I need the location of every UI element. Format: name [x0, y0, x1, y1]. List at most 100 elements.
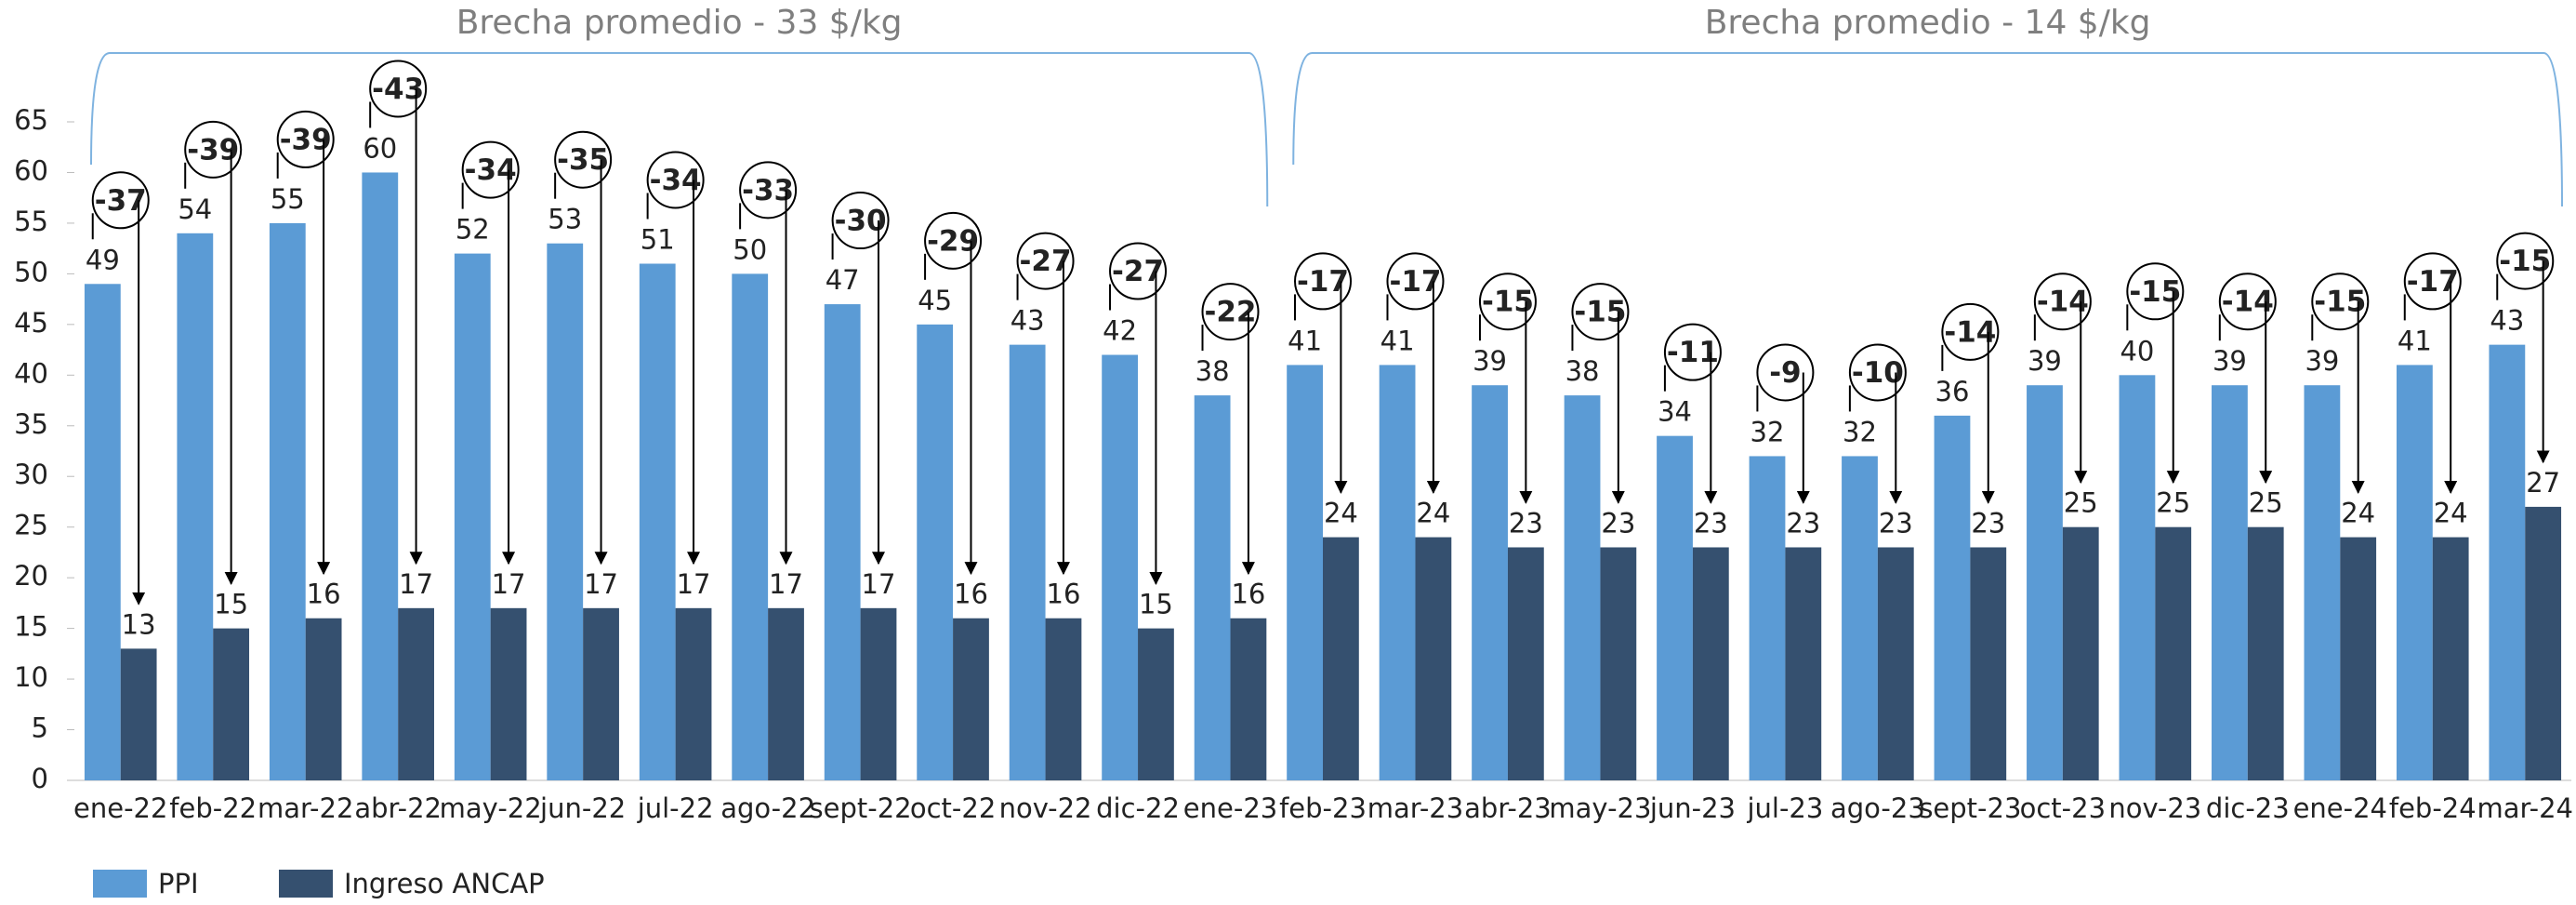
- value-label: 25: [2249, 487, 2283, 519]
- annotation: Brecha promedio - 14 $/kg: [1705, 4, 2151, 42]
- bar: [860, 607, 897, 780]
- value-label: 15: [1139, 589, 1173, 620]
- gap-bubble: [1201, 283, 1260, 341]
- value-label: 17: [862, 568, 896, 600]
- value-label: 51: [641, 223, 675, 255]
- value-label: 40: [2120, 335, 2154, 366]
- gap-bubble: [924, 211, 983, 270]
- value-label: 36: [1935, 376, 1970, 407]
- value-label: 17: [584, 568, 618, 600]
- value-label: 25: [2156, 487, 2190, 519]
- gap-bubble: [1756, 343, 1815, 402]
- bar: [1323, 537, 1359, 780]
- bar: [1138, 628, 1174, 780]
- x-tick-label: may-23: [1549, 792, 1651, 824]
- bar: [1415, 537, 1452, 780]
- value-label: 38: [1196, 355, 1230, 387]
- y-tick-label: 10: [14, 661, 48, 693]
- bar: [824, 304, 861, 780]
- bar: [1009, 344, 1046, 780]
- gap-bubble: [2218, 273, 2277, 331]
- x-tick-label: sept-22: [810, 792, 912, 824]
- value-label: 25: [2064, 487, 2098, 519]
- bar: [639, 263, 676, 780]
- x-tick-label: sept-23: [1919, 792, 2021, 824]
- value-label: 27: [2526, 467, 2560, 499]
- value-label: 23: [1601, 507, 1635, 539]
- gap-bubble: [2311, 273, 2370, 331]
- gap-bubble: [184, 120, 243, 179]
- bar: [2027, 385, 2063, 780]
- gap-bubble: [1571, 283, 1630, 341]
- bar: [490, 607, 527, 780]
- y-tick-label: 45: [14, 307, 48, 339]
- value-label: 50: [733, 233, 767, 265]
- bar: [269, 222, 306, 780]
- x-tick-label: jun-22: [539, 792, 626, 824]
- gap-bubble: [1848, 343, 1907, 402]
- x-tick-label: jun-23: [1649, 792, 1736, 824]
- value-label: 17: [769, 568, 803, 600]
- value-label: 43: [2490, 305, 2524, 337]
- value-label: 24: [2341, 498, 2375, 529]
- gap-bubble: [1941, 302, 2000, 361]
- value-label: 16: [1231, 579, 1265, 610]
- bar: [1102, 354, 1139, 780]
- bar: [1692, 547, 1729, 780]
- bar: [2155, 526, 2192, 780]
- gap-bubble: [1478, 273, 1537, 331]
- bar: [1230, 618, 1267, 780]
- x-tick-label: feb-24: [2389, 792, 2477, 824]
- x-tick-label: feb-23: [1279, 792, 1367, 824]
- value-label: 41: [2398, 325, 2432, 356]
- bar: [2525, 506, 2562, 780]
- value-label: 49: [86, 244, 120, 275]
- value-label: 17: [677, 568, 711, 600]
- gap-bubble: [739, 161, 798, 220]
- value-label: 17: [399, 568, 433, 600]
- x-tick-label: feb-22: [169, 792, 257, 824]
- bar: [84, 284, 121, 780]
- gap-bubble: [369, 60, 428, 118]
- bar: [2432, 537, 2469, 780]
- gap-label: -9: [1769, 356, 1801, 390]
- value-label: 16: [307, 579, 341, 610]
- gap-bubble: [2033, 273, 2092, 331]
- bar: [2340, 537, 2377, 780]
- x-tick-label: mar-23: [1367, 792, 1463, 824]
- bar: [1970, 547, 2007, 780]
- bar: [1842, 456, 1878, 780]
- value-label: 24: [1416, 498, 1450, 529]
- gap-bubble: [831, 192, 890, 250]
- bar: [2119, 375, 2156, 780]
- value-label: 34: [1658, 396, 1692, 428]
- value-label: 43: [1011, 305, 1045, 337]
- value-label: 41: [1288, 325, 1322, 356]
- value-label: 13: [122, 608, 156, 640]
- bar: [362, 172, 399, 780]
- x-tick-label: mar-22: [258, 792, 353, 824]
- x-tick-label: nov-23: [2108, 792, 2201, 824]
- y-tick-label: 40: [14, 357, 48, 389]
- x-tick-label: oct-22: [910, 792, 996, 824]
- gap-bubble: [1109, 242, 1168, 300]
- y-tick-label: 60: [14, 154, 48, 186]
- bar: [1379, 365, 1416, 780]
- value-label: 53: [548, 204, 582, 235]
- value-label: 15: [214, 589, 248, 620]
- bar: [1472, 385, 1508, 780]
- bar: [547, 243, 584, 780]
- bar: [1934, 415, 1971, 780]
- value-label: 16: [1047, 579, 1081, 610]
- gap-bubble: [646, 151, 705, 209]
- value-label: 24: [1324, 498, 1358, 529]
- legend-swatch: [279, 870, 333, 898]
- value-label: 32: [1750, 416, 1785, 447]
- bar: [768, 607, 804, 780]
- x-tick-label: ene-22: [73, 792, 167, 824]
- y-tick-label: 25: [14, 510, 48, 541]
- value-label: 42: [1103, 315, 1137, 347]
- y-tick-label: 15: [14, 611, 48, 643]
- value-label: 39: [2028, 345, 2062, 377]
